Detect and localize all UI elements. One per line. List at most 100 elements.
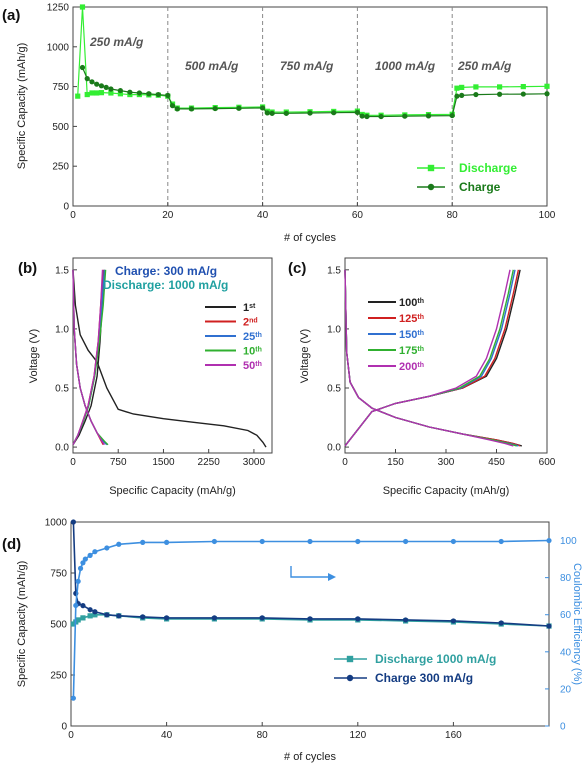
- d-data-point-2: [355, 538, 361, 545]
- b-charge-curve-4: [72, 269, 104, 446]
- d-data-point-2: [403, 538, 409, 545]
- d-data-point-1: [355, 616, 361, 622]
- d-data-point-2: [77, 565, 84, 571]
- d-data-point-2: [75, 578, 81, 584]
- a-data-point-1: [236, 105, 242, 111]
- a-x-tick-label: 0: [70, 210, 76, 221]
- b-discharge-curve-0: [72, 269, 267, 448]
- d-data-point-2: [307, 538, 313, 545]
- d-x-tick-label: 120: [349, 730, 366, 741]
- d-legend-marker-1: [346, 674, 354, 682]
- a-data-point-0: [473, 84, 479, 90]
- d-data-point-1: [498, 620, 504, 626]
- a-data-point-0: [75, 93, 81, 99]
- d-data-point-2: [80, 560, 86, 566]
- d-arrow-line: [290, 566, 330, 578]
- a-data-point-1: [84, 76, 90, 82]
- d-data-point-2: [259, 538, 265, 545]
- d-data-point-1: [80, 603, 86, 609]
- a-data-point-1: [117, 87, 123, 94]
- a-data-point-1: [497, 91, 503, 97]
- d-right-y-tick-label: 60: [560, 610, 572, 621]
- d-data-point-1: [104, 612, 110, 618]
- d-data-point-2: [73, 602, 79, 609]
- a-data-point-1: [459, 92, 465, 98]
- c-legend-superscript-4: th: [417, 362, 424, 369]
- b-legend-superscript-4: th: [255, 361, 262, 368]
- a-data-point-1: [79, 64, 86, 71]
- a-y-tick-label: 1000: [47, 42, 70, 53]
- b-charge-curve-0: [72, 269, 106, 446]
- a-rate-annotation: 500 mA/g: [185, 59, 239, 73]
- a-y-tick-label: 750: [52, 82, 69, 93]
- c-discharge-curve-4: [344, 269, 514, 447]
- d-y-axis-label: Specific Capacity (mAh/g): [16, 561, 28, 688]
- a-x-axis-label: # of cycles: [284, 232, 336, 244]
- a-data-point-1: [98, 83, 105, 89]
- d-y-tick-label: 1000: [45, 518, 68, 529]
- d-data-point-1: [116, 613, 122, 619]
- d-data-point-2: [546, 537, 552, 544]
- a-data-point-1: [425, 113, 432, 119]
- b-legend-superscript-2: th: [255, 332, 262, 339]
- c-x-tick-label: 450: [488, 457, 505, 468]
- d-legend-label-0: Discharge 1000 mA/g: [375, 652, 496, 666]
- a-data-point-0: [98, 90, 105, 96]
- d-legend-label-1: Charge 300 mA/g: [375, 671, 473, 685]
- c-discharge-curve-1: [344, 269, 521, 447]
- a-data-point-1: [354, 109, 360, 115]
- d-legend-marker-0: [346, 655, 354, 663]
- c-legend-label-1: 125th: [399, 313, 424, 325]
- c-y-tick-label: 0.5: [327, 384, 341, 395]
- d-x-tick-label: 0: [68, 730, 74, 741]
- c-legend-label-4: 200th: [399, 361, 424, 373]
- a-rate-annotation: 1000 mA/g: [375, 59, 436, 73]
- d-data-point-2: [87, 552, 93, 558]
- a-legend-label-0: Discharge: [459, 161, 517, 175]
- a-panel-label: (a): [2, 7, 20, 24]
- a-data-point-1: [155, 91, 161, 98]
- d-right-y-tick-label: 40: [560, 647, 572, 658]
- d-panel-label: (d): [2, 536, 21, 553]
- a-y-tick-label: 500: [52, 122, 69, 133]
- d-series-line-1: [72, 521, 550, 627]
- a-legend-marker-0: [427, 164, 435, 172]
- b-y-tick-label: 1.5: [55, 265, 69, 276]
- a-data-point-1: [136, 90, 142, 96]
- d-x-tick-label: 160: [445, 730, 462, 741]
- d-data-point-1: [164, 615, 170, 621]
- a-data-point-1: [449, 112, 455, 119]
- d-y-tick-label: 250: [50, 671, 67, 682]
- d-x-tick-label: 80: [257, 730, 269, 741]
- c-y-tick-label: 1.5: [327, 265, 341, 276]
- d-plot-frame: [70, 521, 550, 727]
- a-data-point-1: [146, 91, 152, 97]
- d-data-point-0: [92, 612, 98, 618]
- c-y-axis-label: Voltage (V): [299, 329, 311, 383]
- b-legend-superscript-3: th: [255, 346, 262, 353]
- c-x-tick-label: 150: [387, 457, 404, 468]
- d-right-y-tick-label: 0: [560, 722, 566, 733]
- a-data-point-1: [94, 81, 100, 87]
- a-legend-label-1: Charge: [459, 180, 501, 194]
- a-data-point-1: [402, 113, 408, 119]
- d-data-point-2: [498, 538, 504, 545]
- d-data-point-1: [546, 623, 552, 629]
- a-x-tick-label: 100: [539, 210, 556, 221]
- d-arrow-head: [328, 573, 336, 581]
- c-legend-superscript-1: th: [417, 314, 424, 321]
- d-data-point-2: [450, 538, 456, 545]
- d-data-point-2: [104, 545, 110, 551]
- a-series-line-1: [81, 67, 548, 118]
- a-data-point-1: [165, 92, 171, 98]
- c-legend-label-3: 175th: [399, 345, 424, 357]
- c-panel-label: (c): [288, 260, 306, 277]
- b-x-axis-label: Specific Capacity (mAh/g): [109, 485, 236, 497]
- d-data-point-1: [307, 616, 313, 622]
- a-data-point-1: [169, 103, 176, 109]
- a-data-point-1: [378, 113, 384, 120]
- d-data-point-2: [164, 539, 170, 546]
- b-y-tick-label: 1.0: [55, 324, 69, 335]
- d-data-point-2: [211, 538, 217, 545]
- b-plot-frame: [72, 257, 273, 454]
